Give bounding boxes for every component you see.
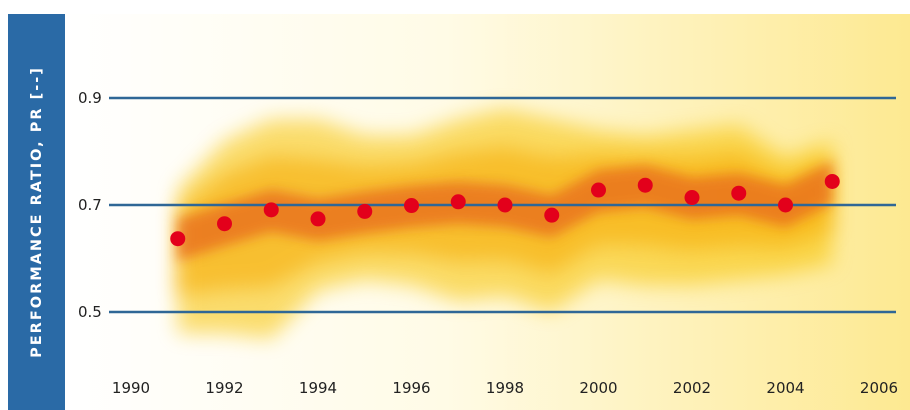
data-point <box>591 182 606 198</box>
x-tick-label: 1990 <box>112 379 150 397</box>
data-point <box>450 194 466 210</box>
x-tick-label: 1996 <box>392 379 430 397</box>
data-point <box>263 202 279 218</box>
y-tick-label: 0.5 <box>78 303 102 321</box>
data-point <box>357 203 373 219</box>
data-point <box>310 211 326 227</box>
data-point <box>824 173 840 189</box>
x-tick-labels: 1990 1992 1994 1996 1998 2000 2002 2004 2006 <box>112 379 898 397</box>
data-point <box>170 231 186 247</box>
y-tick-label: 0.9 <box>78 89 102 107</box>
data-point <box>731 185 747 201</box>
data-point <box>404 198 419 214</box>
y-tick-label: 0.7 <box>78 196 102 214</box>
x-tick-label: 1994 <box>299 379 337 397</box>
data-point <box>684 190 700 206</box>
x-tick-label: 2006 <box>860 379 898 397</box>
data-point <box>217 216 232 232</box>
x-tick-label: 1998 <box>486 379 524 397</box>
data-point <box>778 197 793 213</box>
y-tick-labels: 0.9 0.7 0.5 <box>78 89 102 321</box>
x-tick-label: 1992 <box>205 379 243 397</box>
data-points <box>170 173 840 247</box>
data-point <box>544 207 560 223</box>
y-axis-label-panel: PERFORMANCE RATIO, PR [--] <box>8 14 65 410</box>
data-point <box>497 197 513 213</box>
x-tick-label: 2000 <box>579 379 617 397</box>
data-point <box>637 177 653 193</box>
x-tick-label: 2004 <box>766 379 804 397</box>
x-tick-label: 2002 <box>673 379 711 397</box>
